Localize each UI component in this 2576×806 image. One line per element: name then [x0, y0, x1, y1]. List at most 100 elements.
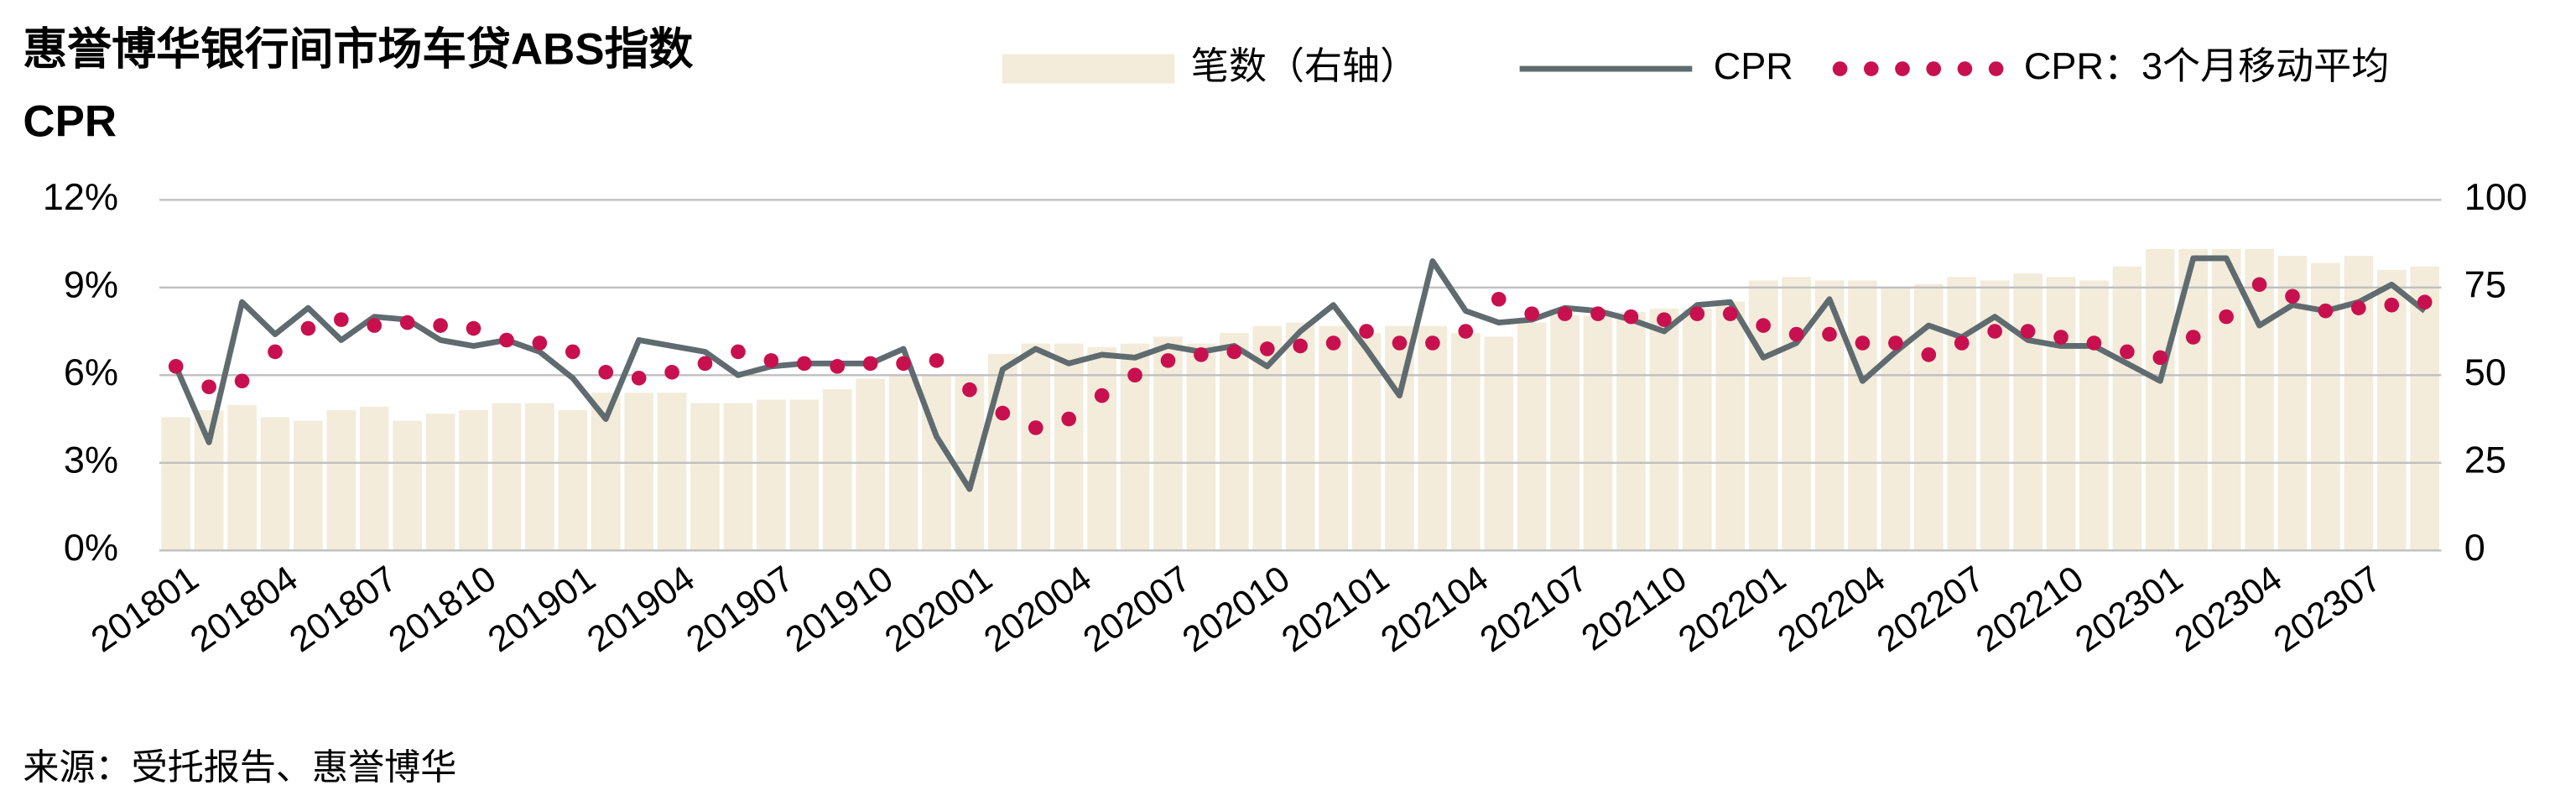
bar — [690, 403, 720, 551]
bar — [822, 389, 852, 551]
y-tick-label: 12% — [43, 175, 118, 218]
bar — [1054, 343, 1084, 551]
bar — [1782, 277, 1811, 551]
bar — [1153, 336, 1183, 551]
moving-average-dot — [1954, 335, 1970, 351]
moving-average-dot — [2351, 300, 2366, 315]
bar — [359, 406, 389, 551]
x-tick-label: 202007 — [1076, 559, 1198, 660]
bar — [425, 413, 455, 551]
x-tick-label: 201904 — [580, 559, 702, 660]
moving-average-dot — [1458, 324, 1474, 339]
moving-average-dot — [1425, 335, 1440, 351]
bar — [2376, 269, 2407, 551]
bar — [2245, 248, 2274, 551]
moving-average-dot — [1590, 306, 1605, 321]
moving-average-dot — [1226, 344, 1242, 360]
legend-label: CPR：3个月移动平均 — [2024, 44, 2389, 87]
y-tick-label: 9% — [64, 263, 118, 306]
x-tick-label: 202001 — [877, 559, 999, 660]
bar — [1649, 308, 1679, 551]
moving-average-dot — [1788, 326, 1804, 342]
moving-average-dot — [268, 344, 283, 360]
legend-swatch — [1863, 61, 1879, 76]
x-tick-label: 202101 — [1274, 559, 1396, 660]
moving-average-dot — [2120, 344, 2135, 360]
chart-title: CPR — [23, 96, 117, 146]
moving-average-dot — [664, 365, 679, 380]
moving-average-dot — [1888, 335, 1903, 351]
y2-tick-label: 25 — [2464, 439, 2506, 481]
moving-average-dot — [433, 318, 448, 333]
bar — [2211, 248, 2241, 551]
moving-average-dot — [830, 359, 846, 374]
moving-average-dot — [1293, 338, 1309, 354]
moving-average-dot — [1259, 341, 1275, 356]
y2-tick-label: 75 — [2464, 263, 2506, 306]
bar — [1351, 333, 1382, 551]
legend-label: 笔数（右轴） — [1191, 44, 1418, 87]
moving-average-dot — [1359, 324, 1374, 339]
bar — [2112, 266, 2142, 551]
bar — [2013, 273, 2043, 551]
x-tick-label: 202307 — [2266, 559, 2388, 660]
legend-swatch — [1988, 61, 2004, 76]
moving-average-dot — [1325, 335, 1341, 351]
x-tick-label: 201807 — [283, 559, 404, 660]
bar — [1715, 301, 1746, 551]
y2-tick-label: 0 — [2464, 526, 2485, 569]
moving-average-dot — [466, 320, 481, 336]
moving-average-dot — [334, 312, 349, 327]
moving-average-dot — [995, 405, 1011, 421]
moving-average-dot — [697, 356, 713, 372]
bar — [1583, 315, 1613, 551]
x-tick-label: 202210 — [1969, 559, 2090, 660]
bar — [1881, 287, 1911, 551]
bar — [260, 417, 290, 551]
x-tick-label: 202010 — [1175, 559, 1297, 660]
moving-average-dot — [1392, 335, 1408, 351]
moving-average-dot — [862, 356, 878, 372]
x-tick-label: 201801 — [84, 559, 206, 660]
moving-average-dot — [896, 356, 911, 372]
moving-average-dot — [631, 370, 647, 386]
x-tick-label: 202207 — [1870, 559, 1991, 660]
x-tick-label: 202301 — [2069, 559, 2190, 660]
x-tick-label: 202304 — [2167, 559, 2289, 660]
moving-average-dot — [1127, 367, 1142, 383]
y-tick-label: 6% — [64, 351, 118, 393]
moving-average-dot — [168, 359, 184, 374]
bar — [1186, 343, 1216, 551]
y2-tick-label: 50 — [2464, 351, 2506, 393]
moving-average-dot — [796, 356, 812, 372]
bar — [459, 410, 488, 551]
moving-average-dot — [2185, 330, 2201, 345]
bar — [492, 403, 522, 551]
bar — [1319, 325, 1348, 551]
source-note: 来源：受托报告、惠誉博华 — [23, 747, 456, 788]
bar — [757, 399, 786, 551]
moving-average-dot — [1491, 291, 1507, 307]
bar — [657, 393, 687, 551]
moving-average-dot — [367, 318, 382, 333]
x-tick-label: 201910 — [778, 559, 900, 660]
moving-average-dot — [1028, 420, 1043, 435]
x-tick-label: 202110 — [1574, 559, 1694, 659]
bar — [1947, 277, 1977, 551]
moving-average-dot — [565, 344, 580, 360]
moving-average-dot — [2285, 289, 2300, 304]
moving-average-dot — [1855, 335, 1871, 351]
moving-average-dot — [1194, 347, 1209, 362]
moving-average-dot — [399, 315, 415, 330]
moving-average-dot — [1094, 387, 1110, 403]
legend-swatch — [1957, 61, 1973, 76]
moving-average-dot — [1160, 353, 1176, 368]
x-tick-label: 201907 — [679, 559, 801, 660]
bar — [2079, 280, 2109, 551]
moving-average-dot — [1756, 318, 1771, 333]
bar — [1616, 312, 1646, 551]
bar — [227, 404, 257, 551]
bar — [1517, 322, 1547, 551]
moving-average-dot — [2020, 324, 2036, 339]
